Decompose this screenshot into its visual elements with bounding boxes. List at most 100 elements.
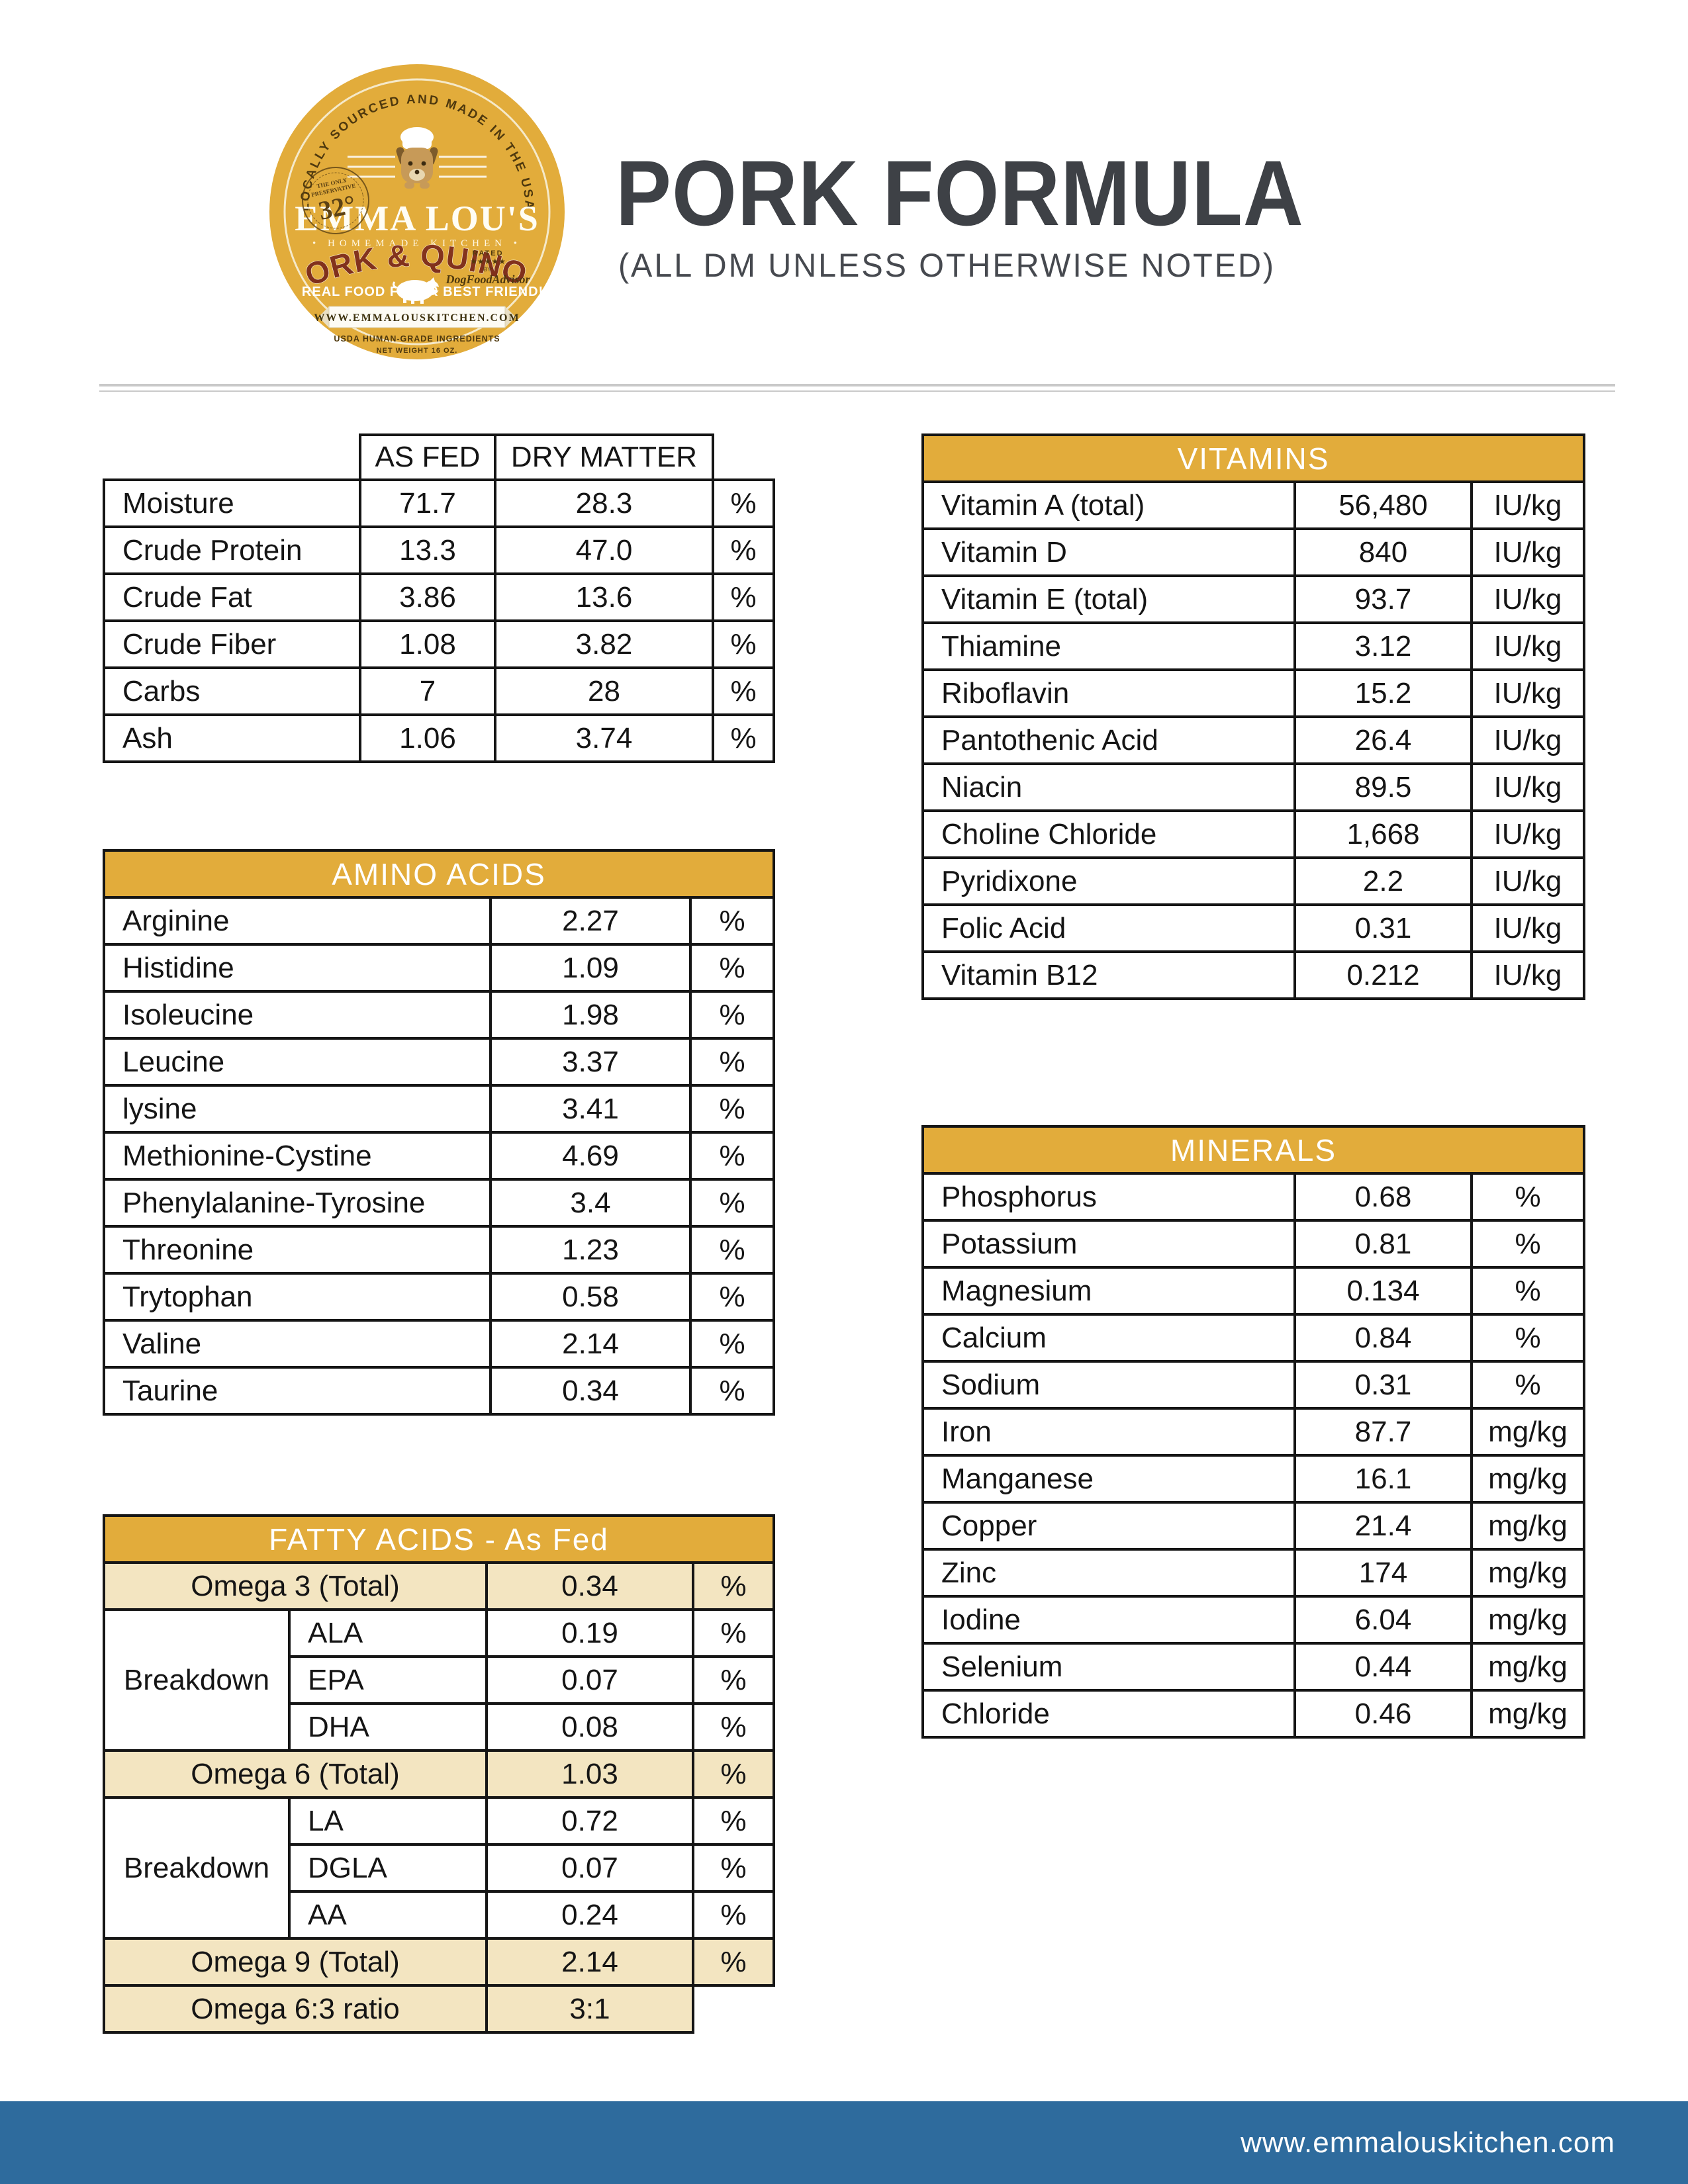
amino-row-label: Histidine	[105, 946, 489, 990]
rated-badge: RATED ★★★★★ BY: DogFoodAdvisor	[445, 250, 530, 286]
vitamins-row-label: Vitamin E (total)	[924, 577, 1293, 621]
minerals-row-value: 16.1	[1296, 1457, 1470, 1501]
amino-row-label: Taurine	[105, 1369, 489, 1413]
logo-ring	[283, 78, 551, 345]
composition-as-fed-value: 71.7	[361, 481, 494, 525]
fatty-acids-table: FATTY ACIDS - As Fed Omega 3 (Total) 0.34…	[103, 1514, 775, 1987]
amino-row-unit: %	[692, 993, 773, 1037]
composition-row-label: Ash	[105, 716, 359, 760]
composition-row-label: Crude Fat	[105, 575, 359, 619]
vitamins-row-unit: IU/kg	[1473, 671, 1583, 715]
amino-row-unit: %	[692, 1322, 773, 1366]
fatty-breakdown-label: AA	[291, 1893, 485, 1937]
composition-row-label: Crude Protein	[105, 528, 359, 572]
minerals-row-unit: %	[1473, 1363, 1583, 1407]
vitamins-row-label: Riboflavin	[924, 671, 1293, 715]
fatty-total-unit: %	[694, 1940, 773, 1984]
vitamins-row-unit: IU/kg	[1473, 530, 1583, 574]
minerals-row-unit: %	[1473, 1269, 1583, 1313]
minerals-row-label: Selenium	[924, 1645, 1293, 1689]
vitamins-row-value: 0.212	[1296, 953, 1470, 997]
vitamins-row-unit: IU/kg	[1473, 812, 1583, 856]
amino-row-unit: %	[692, 1087, 773, 1131]
vitamins-row-unit: IU/kg	[1473, 483, 1583, 527]
vitamins-row-label: Folic Acid	[924, 906, 1293, 950]
minerals-row-unit: mg/kg	[1473, 1551, 1583, 1595]
vitamins-row-value: 1,668	[1296, 812, 1470, 856]
composition-row-label: Moisture	[105, 481, 359, 525]
fatty-total-label: Omega 6 (Total)	[105, 1752, 485, 1796]
composition-unit: %	[714, 481, 773, 525]
fatty-breakdown-group-label: Breakdown	[105, 1611, 288, 1749]
minerals-row-label: Potassium	[924, 1222, 1293, 1266]
fatty-total-unit: %	[694, 1752, 773, 1796]
footer-bar: www.emmalouskitchen.com	[0, 2101, 1688, 2184]
composition-unit: %	[714, 622, 773, 666]
rated-stars-icon: ★★★★★	[470, 257, 506, 266]
minerals-row-label: Manganese	[924, 1457, 1293, 1501]
vitamins-row-value: 0.31	[1296, 906, 1470, 950]
amino-row-unit: %	[692, 899, 773, 943]
minerals-row-label: Zinc	[924, 1551, 1293, 1595]
amino-row-value: 2.14	[492, 1322, 689, 1366]
fatty-total-label: Omega 3 (Total)	[105, 1564, 485, 1608]
amino-row-label: Threonine	[105, 1228, 489, 1272]
amino-row-unit: %	[692, 946, 773, 990]
amino-row-unit: %	[692, 1040, 773, 1084]
column-header-dry-matter: DRY MATTER	[496, 436, 712, 478]
fatty-breakdown-unit: %	[694, 1893, 773, 1937]
minerals-row-unit: %	[1473, 1316, 1583, 1360]
vitamins-row-unit: IU/kg	[1473, 953, 1583, 997]
composition-unit: %	[714, 716, 773, 760]
minerals-row-unit: %	[1473, 1175, 1583, 1219]
amino-row-label: Leucine	[105, 1040, 489, 1084]
amino-row-value: 3.37	[492, 1040, 689, 1084]
vitamins-row-label: Vitamin A (total)	[924, 483, 1293, 527]
fatty-breakdown-unit: %	[694, 1611, 773, 1655]
composition-unit: %	[714, 575, 773, 619]
minerals-row-value: 0.81	[1296, 1222, 1470, 1266]
fatty-acids-section-header: FATTY ACIDS - As Fed	[105, 1517, 773, 1561]
vitamins-section-header: VITAMINS	[924, 436, 1583, 480]
amino-row-label: Isoleucine	[105, 993, 489, 1037]
pig-icon	[393, 277, 440, 304]
fatty-breakdown-label: DHA	[291, 1705, 485, 1749]
rated-by: BY:	[483, 266, 492, 273]
logo-brand-name: EMMA LOU'S	[295, 199, 539, 238]
minerals-row-unit: mg/kg	[1473, 1598, 1583, 1642]
vitamins-row-unit: IU/kg	[1473, 765, 1583, 809]
amino-row-label: lysine	[105, 1087, 489, 1131]
fatty-breakdown-value: 0.08	[488, 1705, 692, 1749]
vitamins-row-unit: IU/kg	[1473, 859, 1583, 903]
fatty-breakdown-label: DGLA	[291, 1846, 485, 1890]
vitamins-row-value: 2.2	[1296, 859, 1470, 903]
fatty-breakdown-label: EPA	[291, 1658, 485, 1702]
vitamins-row-label: Vitamin B12	[924, 953, 1293, 997]
amino-row-label: Trytophan	[105, 1275, 489, 1319]
composition-as-fed-value: 1.08	[361, 622, 494, 666]
vitamins-row-value: 3.12	[1296, 624, 1470, 668]
vitamins-row-value: 15.2	[1296, 671, 1470, 715]
page-subtitle: (ALL DM UNLESS OTHERWISE NOTED)	[618, 247, 1276, 284]
net-weight-line: NET WEIGHT 16 OZ.	[377, 347, 458, 355]
minerals-row-value: 0.31	[1296, 1363, 1470, 1407]
logo-circle	[269, 64, 565, 359]
footer-url: www.emmalouskitchen.com	[1241, 2126, 1615, 2159]
usda-line: USDA HUMAN-GRADE INGREDIENTS	[334, 334, 500, 343]
fatty-breakdown-value: 0.19	[488, 1611, 692, 1655]
vitamins-row-unit: IU/kg	[1473, 577, 1583, 621]
minerals-row-unit: mg/kg	[1473, 1645, 1583, 1689]
minerals-row-unit: mg/kg	[1473, 1410, 1583, 1454]
fatty-breakdown-group-label: Breakdown	[105, 1799, 288, 1937]
vitamins-row-label: Vitamin D	[924, 530, 1293, 574]
amino-row-value: 0.58	[492, 1275, 689, 1319]
minerals-row-label: Chloride	[924, 1692, 1293, 1736]
amino-row-label: Phenylalanine-Tyrosine	[105, 1181, 489, 1225]
composition-as-fed-value: 1.06	[361, 716, 494, 760]
amino-row-label: Methionine-Cystine	[105, 1134, 489, 1178]
composition-as-fed-value: 7	[361, 669, 494, 713]
minerals-row-label: Magnesium	[924, 1269, 1293, 1313]
minerals-row-unit: mg/kg	[1473, 1457, 1583, 1501]
minerals-row-label: Copper	[924, 1504, 1293, 1548]
